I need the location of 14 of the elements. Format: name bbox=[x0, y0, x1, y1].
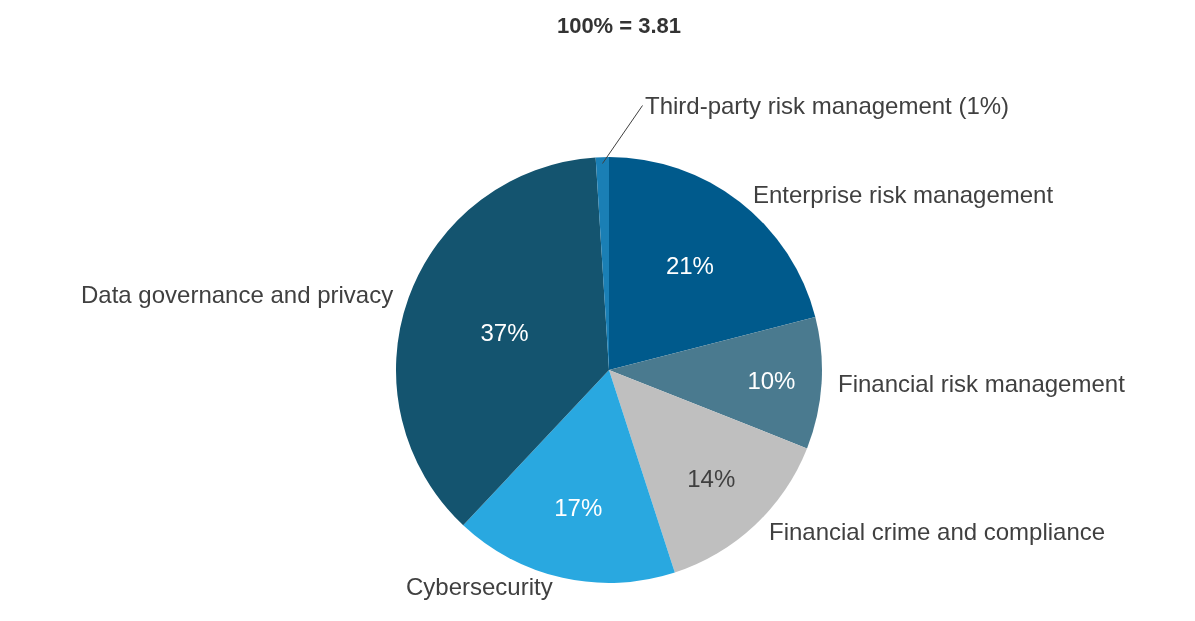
slice-label: Third-party risk management (1%) bbox=[645, 92, 1010, 119]
data-label: 14% bbox=[687, 465, 736, 493]
chart-title: 100% = 3.81 bbox=[556, 13, 682, 39]
slice-label: Data governance and privacy bbox=[81, 281, 394, 308]
pie-slice bbox=[396, 157, 609, 526]
data-label: 21% bbox=[665, 252, 714, 280]
pie-slice bbox=[609, 317, 822, 449]
data-label: 10% bbox=[747, 366, 796, 394]
slice-label: Financial risk management bbox=[838, 370, 1126, 397]
slice-label: Cybersecurity bbox=[406, 573, 553, 600]
data-label: 37% bbox=[480, 318, 529, 346]
data-label: 17% bbox=[554, 494, 603, 522]
slice-label: Financial crime and compliance bbox=[769, 518, 1106, 545]
slice-label: Enterprise risk management bbox=[753, 181, 1054, 208]
